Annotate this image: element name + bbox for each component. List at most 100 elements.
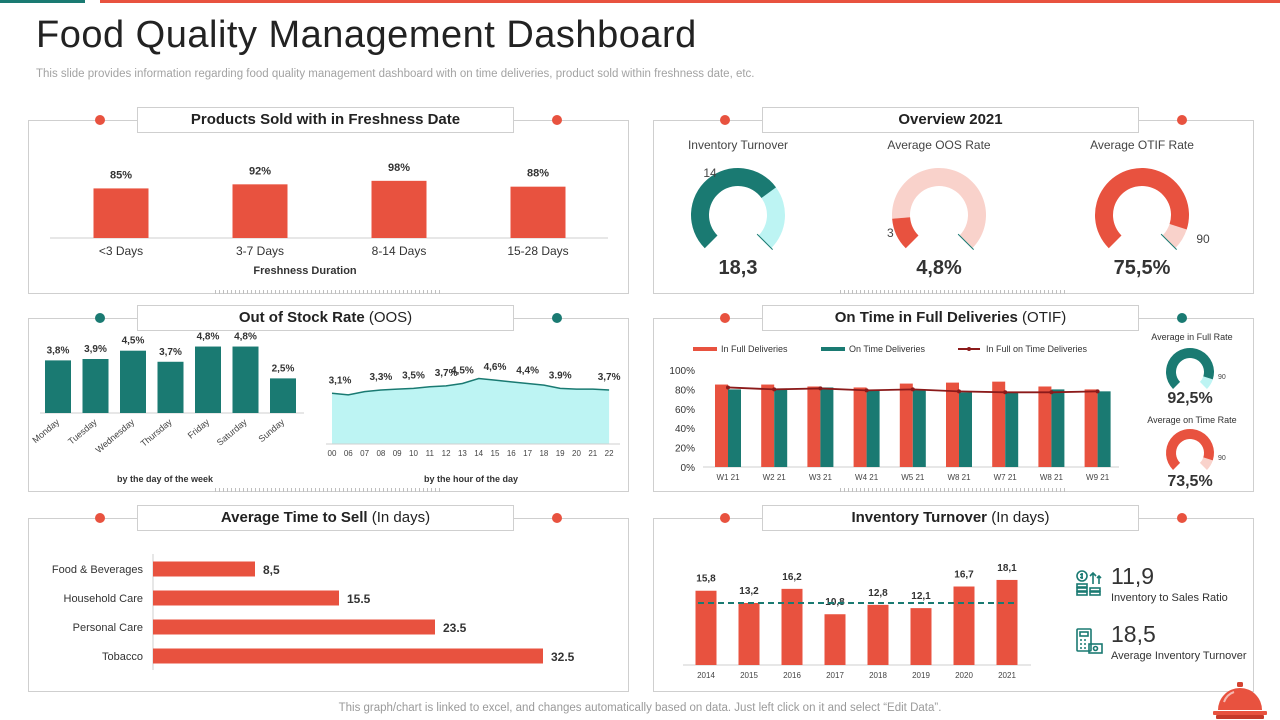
- avg-in-full-rate-value: 92,5%: [1167, 390, 1212, 407]
- oos-hour-data-label: 4,4%: [516, 365, 539, 376]
- oos-week-data-label: 2,5%: [272, 363, 295, 374]
- avg-time-data-label: 15.5: [347, 592, 371, 606]
- avg-on-time-rate-gauge-fill: [1166, 429, 1214, 470]
- freshness-panel-divider: [215, 290, 443, 294]
- oos-hour-chart: 00 06 07 08 09 10 11 12 13 14 15 16 17 18 19 20 21 22 3,1%…: [326, 362, 621, 484]
- otif-x-tick-label: W3 21: [809, 473, 833, 482]
- oos-week-data-label: 4,8%: [234, 332, 257, 343]
- inv-turnover-data-label: 12,1: [911, 591, 931, 602]
- otif-on-time-bar: [820, 387, 834, 467]
- oos-week-bar: [195, 346, 221, 413]
- overview-panel-divider: [840, 290, 1068, 294]
- inv-turnover-data-label: 18,1: [997, 563, 1017, 574]
- oos-week-tick-label: Sunday: [256, 417, 286, 445]
- otif-legend-swatch: [821, 347, 845, 351]
- inv-turnover-data-label: 13,2: [739, 586, 759, 597]
- avg-time-chart: Food & Beverages 8,5 Household Care 15.5 Per…: [52, 554, 575, 670]
- oos-week-bar: [157, 361, 184, 413]
- otif-legend-swatch: [693, 347, 717, 351]
- otif-y-tick-label: 100%: [669, 366, 695, 377]
- oos-hour-tick-label: 06: [344, 449, 353, 458]
- oos-hour-line: [331, 377, 610, 396]
- avg-otif-rate-gauge-title: Average OTIF Rate: [1090, 138, 1194, 152]
- otif-line-point: [772, 387, 777, 392]
- otif-legend-label: In Full Deliveries: [721, 344, 788, 354]
- otif-panel-dot-left: [720, 313, 730, 323]
- overview-panel-title: Overview 2021: [762, 107, 1139, 133]
- freshness-x-axis-title: Freshness Duration: [253, 265, 357, 277]
- otif-x-tick-label: W4 21: [855, 473, 879, 482]
- inventory-turnover-gauge-side-label: 14: [703, 166, 717, 180]
- otif-line-point: [818, 386, 823, 391]
- avg-time-bar: [153, 590, 339, 606]
- inv-turnover-x-tick-label: 2016: [783, 671, 801, 680]
- freshness-chart: 85% <3 Days 92% 3-7 Days 98% 8-14 Days 88% 15-2…: [50, 162, 608, 277]
- otif-panel-title: On Time in Full Deliveries (OTIF): [762, 305, 1139, 331]
- inv-turnover-bar: [781, 588, 803, 665]
- oos-hour-data-label: 3,3%: [370, 372, 393, 383]
- inv-turnover-bar: [738, 602, 760, 665]
- otif-x-tick-label: W7 21: [994, 473, 1018, 482]
- inventory-turnover-gauge-value: 18,3: [719, 257, 758, 279]
- oos-hour-tick-label: 12: [442, 449, 451, 458]
- freshness-panel-dot-right: [552, 115, 562, 125]
- freshness-data-label: 85%: [110, 169, 132, 181]
- inv-turnover-data-label: 10,8: [825, 597, 845, 608]
- dinner-bell-icon: [1213, 682, 1267, 719]
- oos-week-tick-label: Monday: [30, 417, 61, 446]
- oos-week-tick-label: Friday: [186, 417, 212, 441]
- oos-panel-title: Out of Stock Rate (OOS): [137, 305, 514, 331]
- oos-week-data-label: 4,8%: [197, 332, 220, 343]
- inv-turnover-panel-dot-right: [1177, 513, 1187, 523]
- page-subtitle: This slide provides information regardin…: [36, 68, 755, 80]
- freshness-panel-dot-left: [95, 115, 105, 125]
- otif-in-full-bar: [1084, 389, 1098, 467]
- inv-turnover-bar: [867, 604, 889, 665]
- otif-x-tick-label: W2 21: [763, 473, 787, 482]
- avg-otif-rate-gauge-side-label: 90: [1196, 232, 1210, 246]
- otif-on-time-bar: [774, 388, 788, 467]
- otif-y-tick-label: 40%: [675, 424, 695, 435]
- oos-hour-data-label: 3,1%: [329, 375, 352, 386]
- avg-otif-rate-gauge-end-tick: [1160, 233, 1178, 251]
- oos-hour-tick-label: 19: [556, 449, 565, 458]
- oos-hour-tick-label: 16: [507, 449, 516, 458]
- inv-turnover-x-tick-label: 2015: [740, 671, 758, 680]
- oos-hour-data-label: 4,6%: [484, 362, 507, 373]
- freshness-data-label: 88%: [527, 168, 549, 180]
- oos-hour-data-label: 3.9%: [549, 370, 572, 381]
- overview-panel-dot-right: [1177, 115, 1187, 125]
- inv-turnover-x-tick-label: 2019: [912, 671, 930, 680]
- oos-week-tick-label: Tuesday: [66, 417, 99, 447]
- top-accent-bar-dark: [0, 0, 85, 3]
- oos-hour-tick-label: 21: [588, 449, 597, 458]
- oos-week-bar: [270, 378, 296, 413]
- oos-hour-tick-label: 07: [360, 449, 369, 458]
- inventory-turnover-gauge-remaining: [758, 187, 785, 249]
- otif-x-tick-label: W9 21: [1086, 473, 1110, 482]
- otif-in-full-bar: [853, 387, 867, 467]
- oos-hour-data-label: 4,5%: [451, 365, 474, 376]
- oos-week-data-label: 4,5%: [122, 336, 145, 347]
- avg-oos-rate-gauge-remaining: [892, 168, 986, 249]
- otif-in-full-bar: [946, 382, 959, 467]
- otif-y-tick-label: 80%: [675, 385, 695, 396]
- avg-time-panel-dot-left: [95, 513, 105, 523]
- otif-in-full-bar: [761, 384, 775, 467]
- freshness-bar: [93, 188, 149, 238]
- inv-turnover-bar: [824, 614, 846, 665]
- inv-turnover-data-label: 16,7: [954, 570, 974, 581]
- otif-in-full-bar: [807, 386, 821, 467]
- inv-turnover-data-label: 12,8: [868, 588, 888, 599]
- inventory-turnover-gauge-title: Inventory Turnover: [688, 138, 788, 152]
- avg-time-category-label: Tobacco: [102, 651, 143, 663]
- otif-line-point: [957, 389, 961, 394]
- oos-panel-divider: [215, 488, 443, 492]
- otif-x-tick-label: W8 21: [947, 473, 971, 482]
- oos-hour-tick-label: 15: [491, 449, 500, 458]
- inv-turnover-chart: 15,8 2014 13,2 2015 16,2 2016 10,8 2017 12,8 2018…: [683, 563, 1031, 680]
- inventory-turnover-gauge-end-tick: [756, 233, 774, 251]
- otif-in-full-bar: [899, 383, 913, 467]
- otif-line-point: [1003, 390, 1008, 395]
- freshness-tick-label: 15-28 Days: [507, 244, 568, 258]
